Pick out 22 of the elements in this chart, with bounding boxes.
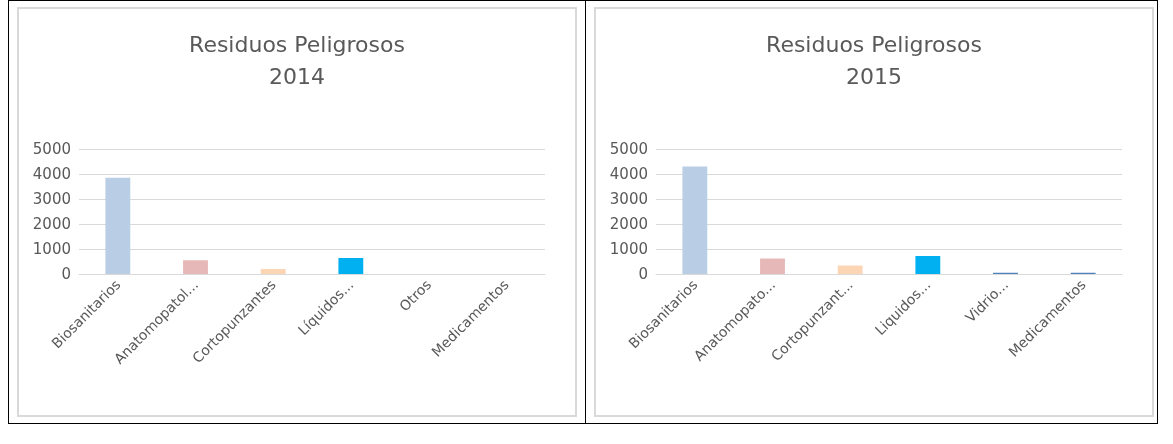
y-tick-label: 4000 (609, 165, 648, 183)
chart-title: Residuos Peligrosos 2015 (766, 31, 982, 89)
bar (760, 258, 785, 274)
y-tick-label: 4000 (32, 165, 71, 183)
bar (837, 265, 863, 274)
bar (338, 258, 364, 274)
y-tick-label: 5000 (32, 140, 71, 158)
bar (105, 177, 131, 274)
y-tick-label: 3000 (609, 190, 648, 208)
chart-title: Residuos Peligrosos 2014 (189, 31, 405, 89)
y-tick-label: 0 (61, 265, 71, 283)
y-tick-label: 1000 (32, 240, 71, 258)
bar (260, 269, 286, 274)
y-tick-label: 3000 (32, 190, 71, 208)
y-tick-label: 2000 (609, 215, 648, 233)
y-tick-label: 2000 (32, 215, 71, 233)
y-tick-label: 1000 (609, 240, 648, 258)
y-tick-label: 5000 (609, 140, 648, 158)
bar (183, 260, 208, 274)
y-tick-label: 0 (638, 265, 648, 283)
bar (915, 256, 941, 274)
bar (682, 166, 708, 274)
